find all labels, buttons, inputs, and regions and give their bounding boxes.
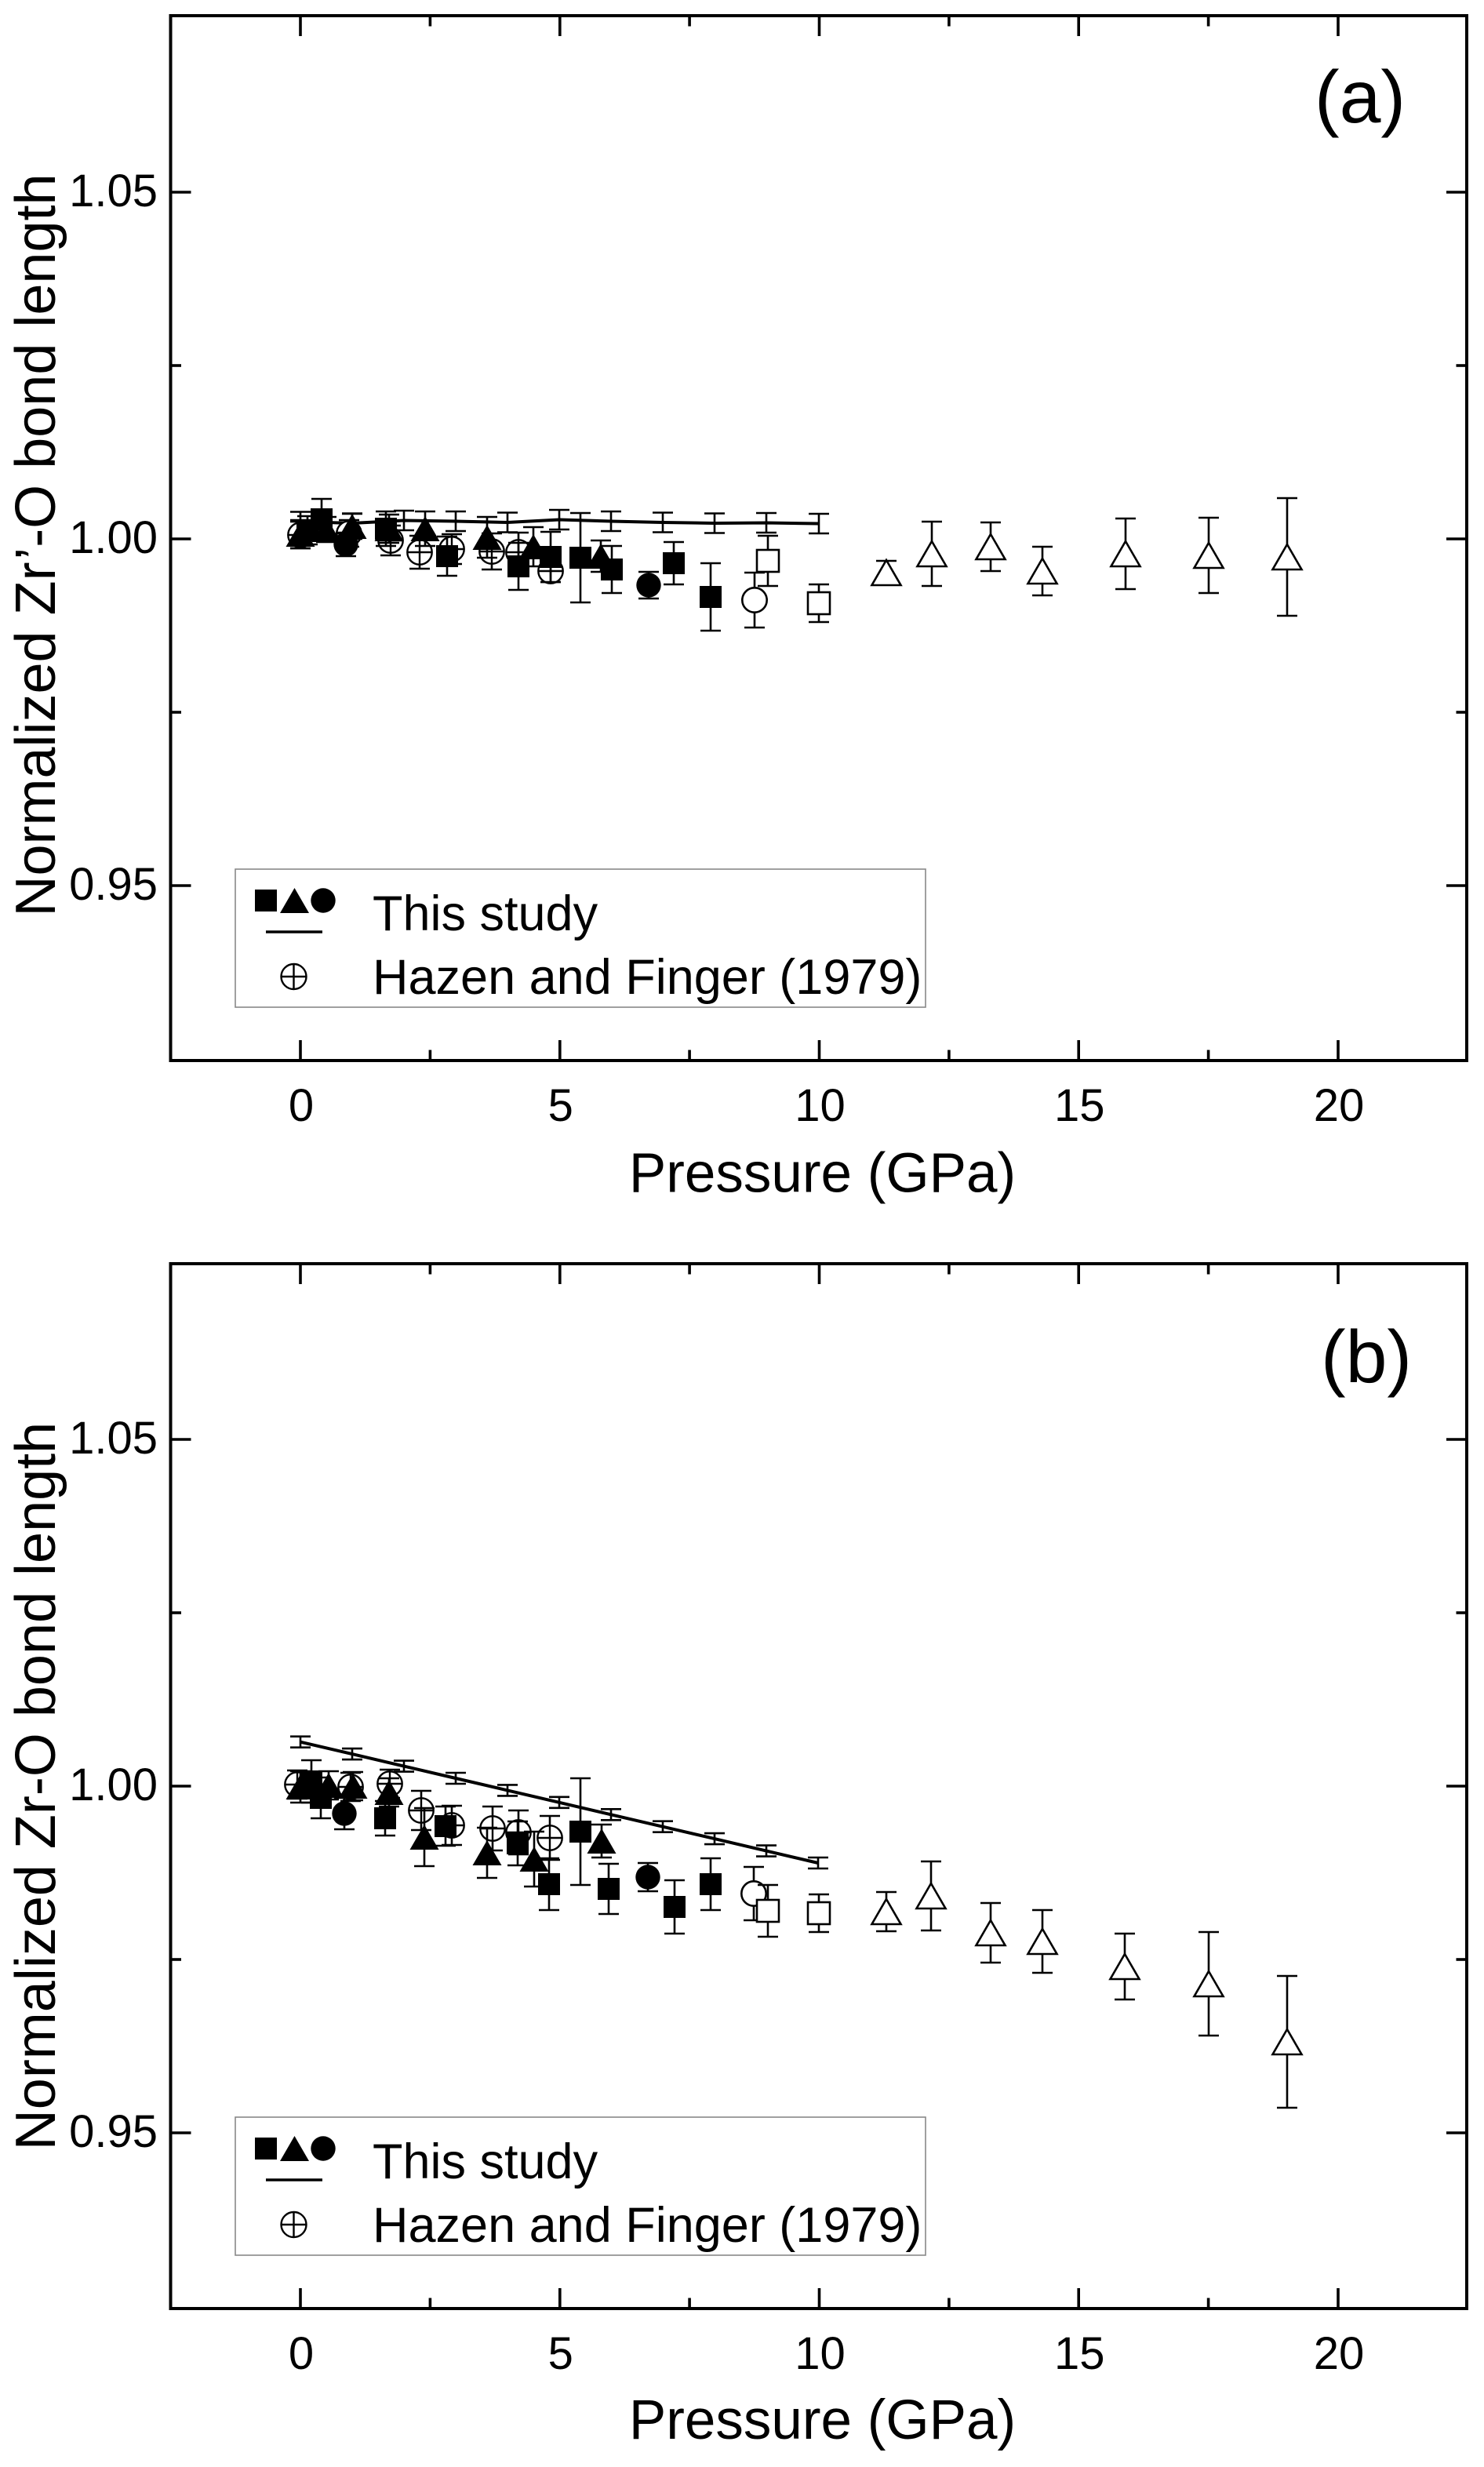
svg-text:1.00: 1.00	[69, 1759, 158, 1810]
svg-text:Normalized Zr’-O bond length: Normalized Zr’-O bond length	[5, 173, 67, 916]
svg-text:1.05: 1.05	[69, 1413, 158, 1464]
svg-text:5: 5	[548, 1080, 573, 1131]
svg-text:5: 5	[548, 2328, 573, 2379]
svg-text:Pressure (GPa): Pressure (GPa)	[629, 1143, 1016, 1205]
svg-text:Hazen and Finger (1979): Hazen and Finger (1979)	[373, 950, 922, 1005]
svg-text:20: 20	[1314, 1080, 1365, 1131]
svg-text:This study: This study	[373, 2134, 598, 2189]
svg-text:15: 15	[1054, 2328, 1105, 2379]
svg-text:0.95: 0.95	[69, 859, 158, 910]
svg-text:(a): (a)	[1315, 56, 1406, 139]
svg-text:This study: This study	[373, 886, 598, 941]
svg-text:1.05: 1.05	[69, 166, 158, 216]
svg-text:0: 0	[289, 1080, 314, 1131]
svg-text:20: 20	[1314, 2328, 1365, 2379]
svg-text:10: 10	[795, 2328, 846, 2379]
svg-text:1.00: 1.00	[69, 512, 158, 563]
svg-text:0.95: 0.95	[69, 2106, 158, 2157]
svg-text:10: 10	[795, 1080, 846, 1131]
svg-text:(b): (b)	[1321, 1315, 1412, 1399]
svg-text:Pressure (GPa): Pressure (GPa)	[629, 2389, 1016, 2451]
svg-text:0: 0	[289, 2328, 314, 2379]
svg-text:Normalized Zr-O bond length: Normalized Zr-O bond length	[5, 1422, 67, 2150]
svg-text:Hazen and Finger (1979): Hazen and Finger (1979)	[373, 2198, 922, 2253]
svg-text:15: 15	[1054, 1080, 1105, 1131]
